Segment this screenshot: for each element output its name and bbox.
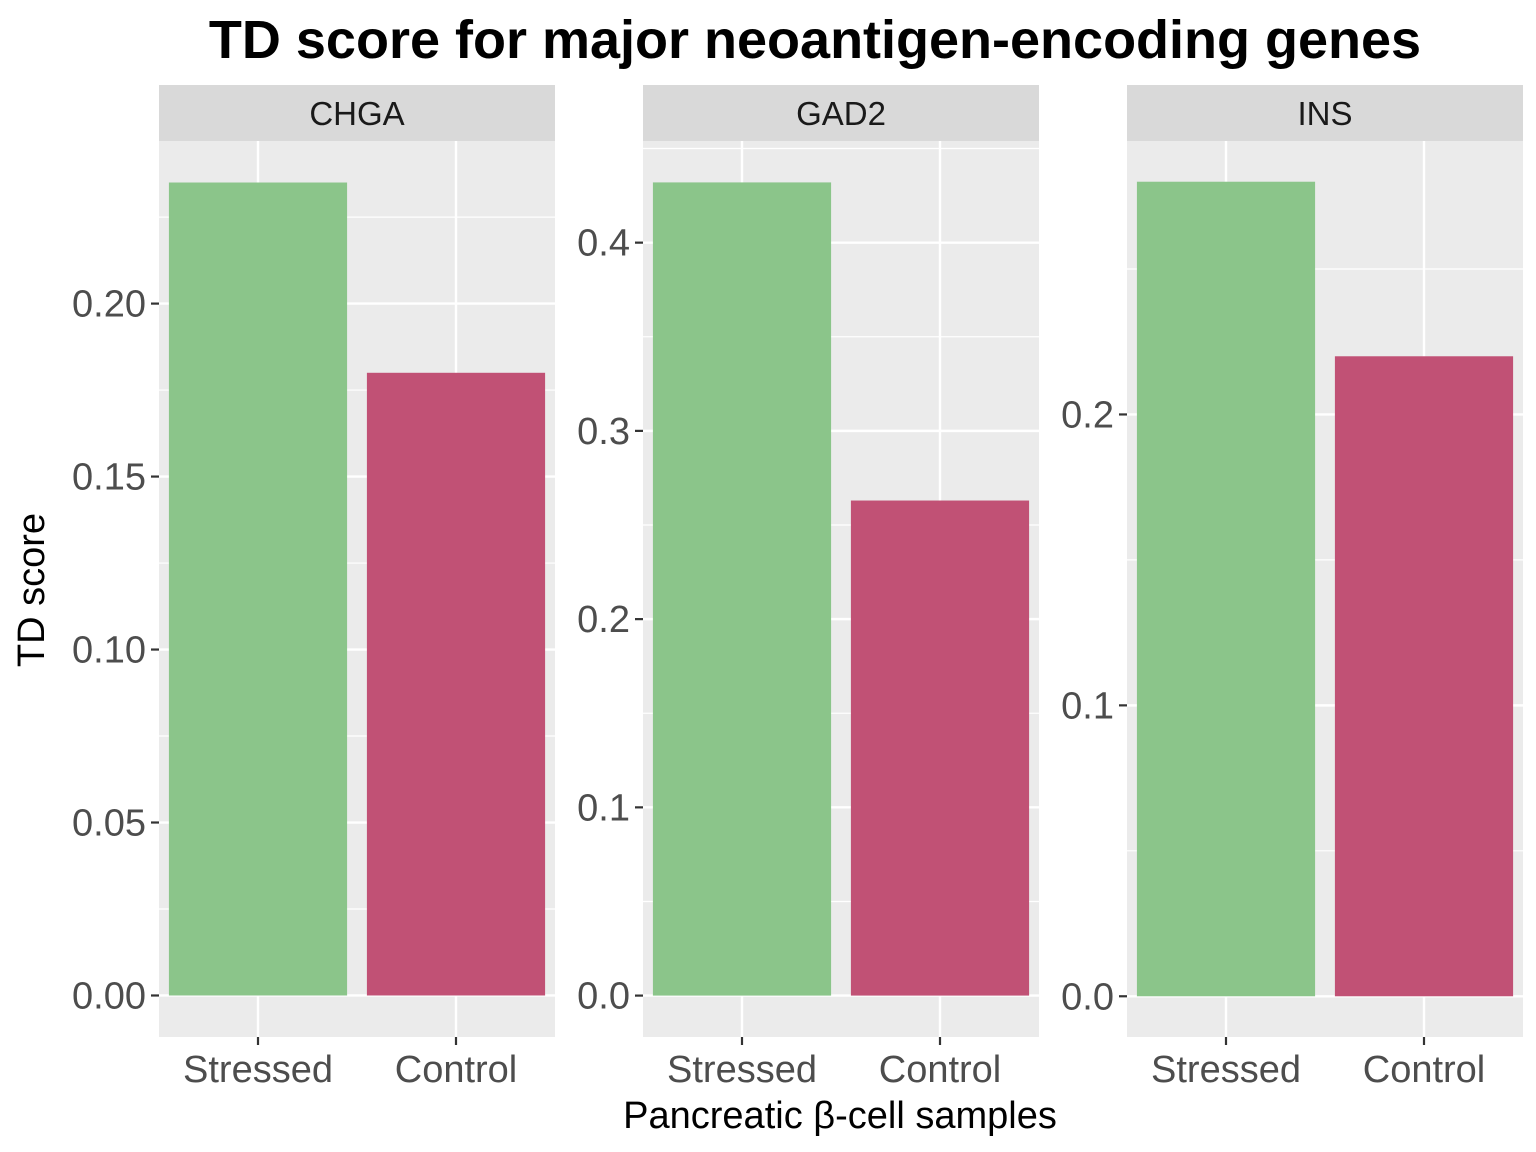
y-tick-label: 0.05 — [72, 803, 146, 845]
x-tick-label: Stressed — [1151, 1049, 1301, 1091]
bar-ins-control — [1334, 356, 1514, 997]
y-tick-label: 0.0 — [1061, 976, 1114, 1018]
x-tick-label: Control — [879, 1049, 1002, 1091]
facet-label: CHGA — [309, 95, 404, 132]
bar-ins-stressed — [1136, 181, 1316, 997]
panel-ins: INS 0.0 0.1 0.2 Stressed Control — [1061, 85, 1523, 1091]
y-tick-label: 0.2 — [1061, 394, 1114, 436]
y-tick-label: 0.4 — [577, 223, 630, 265]
facet-strip — [1127, 85, 1523, 141]
bar-chga-stressed — [168, 182, 348, 996]
y-tick-label: 0.0 — [577, 976, 630, 1018]
x-tick-label: Control — [1363, 1049, 1486, 1091]
y-tick-label: 0.00 — [72, 975, 146, 1017]
x-tick-label: Stressed — [183, 1049, 333, 1091]
bar-chga-control — [366, 372, 546, 996]
y-tick-label: 0.2 — [577, 599, 630, 641]
chart-title: TD score for major neoantigen-encoding g… — [209, 10, 1421, 70]
y-tick-label: 0.10 — [72, 630, 146, 672]
x-tick-label: Stressed — [667, 1049, 817, 1091]
bar-gad2-control — [850, 500, 1030, 996]
facet-strip — [643, 85, 1039, 141]
y-tick-label: 0.1 — [577, 787, 630, 829]
x-axis-title: Pancreatic β-cell samples — [623, 1095, 1057, 1137]
facet-label: GAD2 — [796, 95, 886, 132]
y-tick-label: 0.15 — [72, 457, 146, 499]
panel-gad2: GAD2 0.0 0.1 0.2 0.3 0.4 Stressed Control — [577, 85, 1039, 1091]
y-tick-label: 0.3 — [577, 411, 630, 453]
y-tick-label: 0.20 — [72, 284, 146, 326]
y-tick-label: 0.1 — [1061, 685, 1114, 727]
x-tick-label: Control — [395, 1049, 518, 1091]
bar-gad2-stressed — [652, 182, 832, 996]
facet-strip — [159, 85, 555, 141]
facet-label: INS — [1297, 95, 1352, 132]
panel-chga: CHGA 0.00 0.05 0.10 0.15 0.20 Stressed Control — [72, 85, 555, 1091]
y-axis-title: TD score — [11, 513, 53, 667]
